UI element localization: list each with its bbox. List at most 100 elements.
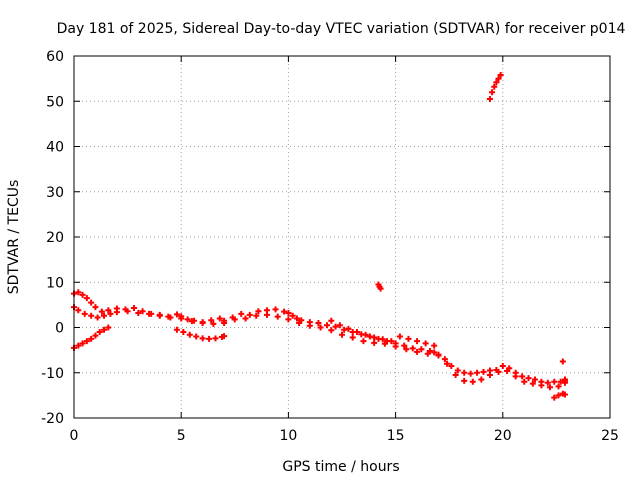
data-point [94, 314, 101, 321]
data-point [146, 310, 153, 317]
data-point [101, 326, 108, 333]
data-point [216, 315, 223, 322]
data-point [401, 342, 408, 349]
data-point [396, 333, 403, 340]
data-point [461, 369, 468, 376]
data-point [349, 334, 356, 341]
data-point [495, 368, 502, 375]
y-tick-label: -20 [41, 411, 64, 427]
x-tick-label: 10 [279, 428, 297, 444]
data-point [156, 312, 163, 319]
data-point [328, 327, 335, 334]
data-point [360, 338, 367, 345]
data-point [489, 89, 496, 96]
data-point [199, 319, 206, 326]
data-point [448, 362, 455, 369]
y-tick-label: 60 [46, 49, 64, 65]
series-main-upper-band [71, 289, 568, 386]
data-point [403, 346, 410, 353]
data-point [285, 310, 292, 317]
x-tick-label: 5 [177, 428, 186, 444]
data-point [167, 314, 174, 321]
data-point [538, 382, 545, 389]
data-point [96, 329, 103, 336]
data-point [186, 331, 193, 338]
data-point [88, 299, 95, 306]
grid [74, 56, 610, 418]
data-point [467, 370, 474, 377]
data-point [184, 316, 191, 323]
data-point [306, 322, 313, 329]
data-point [491, 83, 498, 90]
data-point [242, 315, 249, 322]
data-point [238, 310, 245, 317]
series-isolated-spike [375, 281, 384, 292]
data-point [354, 329, 361, 336]
data-point [206, 335, 213, 342]
data-point [414, 348, 421, 355]
data-point [555, 392, 562, 399]
data-point [478, 376, 485, 383]
data-point [139, 308, 146, 315]
data-point [289, 312, 296, 319]
data-point [173, 311, 180, 318]
data-point [381, 340, 388, 347]
x-axis-title: GPS time / hours [282, 459, 399, 475]
data-point [531, 376, 538, 383]
data-point [296, 319, 303, 326]
data-point [105, 324, 112, 331]
series-evening-branch [328, 317, 395, 345]
data-point [75, 342, 82, 349]
data-point [377, 285, 384, 292]
data-point [79, 291, 86, 298]
data-point [98, 308, 105, 315]
data-point [253, 312, 260, 319]
data-point [293, 315, 300, 322]
data-point [317, 324, 324, 331]
data-point [529, 380, 536, 387]
data-point [208, 317, 215, 324]
data-point [180, 329, 187, 336]
data-point [486, 372, 493, 379]
data-point [285, 316, 292, 323]
data-point [255, 308, 262, 315]
data-point [559, 358, 566, 365]
y-tick-label: 20 [46, 230, 64, 246]
axes: 0 5 10 15 20 25 -20 -10 0 10 20 30 40 50 60 [41, 49, 619, 444]
data-point [263, 311, 270, 318]
data-point [454, 367, 461, 374]
data-point [210, 320, 217, 327]
data-point [88, 335, 95, 342]
x-tick-label: 15 [387, 428, 405, 444]
data-point [480, 368, 487, 375]
data-point [544, 379, 551, 386]
data-point [431, 349, 438, 356]
data-point [113, 309, 120, 316]
data-point [444, 360, 451, 367]
data-point [336, 322, 343, 329]
series-late-branch [396, 333, 438, 349]
data-point [551, 378, 558, 385]
data-point [83, 338, 90, 345]
data-point [345, 325, 352, 332]
data-point [135, 310, 142, 317]
data-point [101, 312, 108, 319]
data-point [131, 305, 138, 312]
data-point [274, 313, 281, 320]
data-point [486, 95, 493, 102]
data-point [561, 391, 568, 398]
data-point [409, 345, 416, 352]
data-point [441, 356, 448, 363]
data-point [81, 310, 88, 317]
data-point [424, 350, 431, 357]
data-point [497, 72, 504, 79]
y-tick-label: 40 [46, 140, 64, 156]
data-point [105, 307, 112, 314]
data-point [499, 362, 506, 369]
data-point [435, 352, 442, 359]
data-point [493, 79, 500, 86]
data-point [371, 334, 378, 341]
y-tick-label: -10 [41, 366, 64, 382]
data-point [124, 308, 131, 315]
series-end-points [551, 358, 568, 401]
